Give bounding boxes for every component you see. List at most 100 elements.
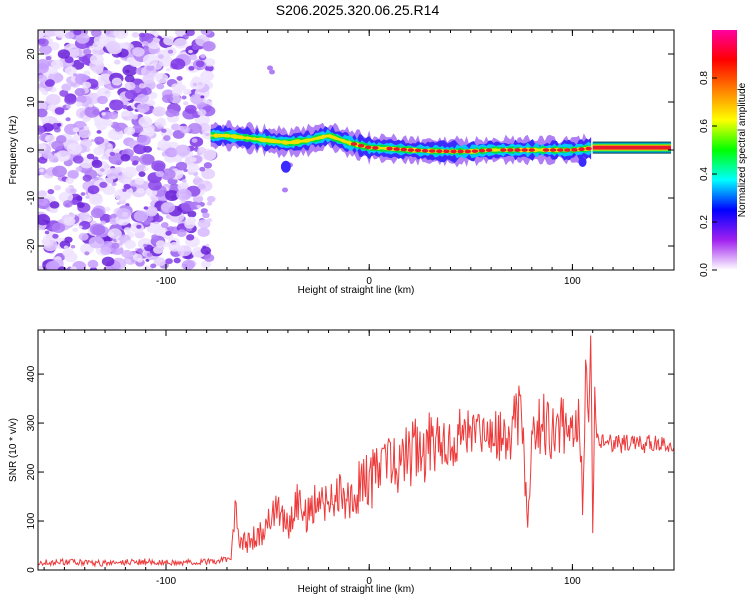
noise-speckle (44, 230, 50, 235)
noise-speckle (38, 143, 47, 152)
noise-speckle (93, 146, 105, 156)
noise-speckle (202, 41, 216, 52)
noise-speckle (63, 245, 69, 250)
noise-speckle (200, 208, 208, 214)
noise-speckle (135, 164, 147, 173)
noise-speckle (164, 147, 178, 158)
noise-speckle (62, 248, 75, 258)
noise-speckle (88, 103, 94, 108)
noise-speckle (114, 59, 121, 65)
noise-speckle (45, 260, 60, 270)
snr-xlabel: Height of straight line (km) (298, 584, 415, 595)
noise-speckle (105, 168, 121, 180)
noise-speckle (197, 219, 210, 229)
spectrogram-ytick-label: 10 (26, 96, 37, 108)
noise-speckle (59, 89, 69, 97)
noise-speckle (91, 159, 103, 169)
noise-speckle (187, 210, 197, 218)
noise-speckle (104, 90, 110, 95)
noise-speckle (79, 211, 90, 220)
noise-speckle (136, 187, 145, 194)
noise-speckle (75, 33, 90, 44)
noise-speckle (43, 30, 55, 38)
noise-speckle (87, 259, 99, 269)
noise-speckle (82, 81, 92, 89)
ridge-core-dot (428, 149, 436, 153)
ridge-core-dot (436, 149, 443, 153)
noise-speckle (139, 153, 155, 166)
noise-speckle (72, 73, 78, 77)
noise-speckle (100, 246, 112, 256)
noise-speckle (197, 109, 207, 117)
page-title: S206.2025.320.06.25.R14 (275, 2, 440, 18)
snr-ytick-label: 200 (26, 463, 37, 480)
noise-speckle (200, 30, 212, 36)
noise-speckle (183, 101, 189, 106)
noise-speckle (38, 265, 44, 270)
noise-speckle (47, 104, 57, 112)
noise-speckle (153, 245, 164, 254)
noise-speckle (124, 258, 132, 264)
noise-speckle (196, 204, 202, 209)
noise-speckle (136, 103, 150, 113)
noise-speckle (57, 49, 71, 59)
noise-speckle (123, 183, 131, 190)
noise-speckle (132, 115, 138, 120)
snr-ticks: -100 0 100 0 100 200 300 400 (26, 330, 675, 587)
noise-speckle (138, 32, 146, 38)
noise-speckle (133, 210, 149, 222)
noise-speckle (38, 38, 49, 47)
noise-speckle (38, 214, 51, 226)
noise-speckle (91, 30, 102, 38)
noise-speckle (42, 239, 51, 246)
noise-speckle (172, 110, 180, 117)
ridge-core-dot (471, 149, 479, 153)
noise-speckle (141, 87, 152, 96)
noise-speckle (123, 227, 132, 233)
ridge-core-dot (357, 143, 365, 148)
noise-speckle (165, 67, 171, 72)
noise-speckle (85, 195, 90, 199)
snr-ytick-label: 100 (26, 512, 37, 529)
colorbar-tick-label: 0.8 (699, 71, 710, 85)
ridge-blob (280, 160, 291, 173)
noise-speckle (150, 263, 157, 269)
ridge-core-dot (521, 148, 528, 152)
noise-speckle (122, 104, 128, 110)
ridge-band (210, 133, 592, 154)
noise-speckle (155, 73, 169, 84)
ridge-core-dot (350, 142, 358, 146)
noise-speckle (88, 194, 103, 206)
colorbar-tick-label: 0.6 (699, 119, 710, 133)
ridge-core-dot (407, 148, 415, 152)
noise-speckle (64, 236, 73, 243)
noise-speckle (52, 233, 59, 239)
noise-speckle (170, 58, 186, 70)
noise-speckle (89, 45, 95, 50)
ridge-core-dot (485, 148, 493, 152)
noise-speckle (78, 232, 89, 241)
noise-speckle (206, 201, 213, 206)
colorbar-tick-label: 0.0 (699, 263, 710, 277)
snr-ytick-label: 300 (26, 414, 37, 431)
ridge-core-dot (528, 148, 535, 152)
noise-speckle (64, 66, 77, 76)
noise-speckle (124, 81, 136, 91)
noise-speckle (65, 177, 74, 184)
noise-speckle (86, 153, 95, 160)
snr-ylabel: SNR (10 * v/v) (8, 418, 19, 482)
noise-speckle (76, 95, 87, 104)
snr-ytick-label: 0 (26, 567, 37, 573)
noise-speckle (146, 64, 155, 71)
noise-speckle (131, 161, 138, 166)
noise-speckle (107, 231, 115, 238)
noise-speckle (190, 93, 204, 105)
snr-series-line (38, 335, 674, 568)
noise-speckle (188, 49, 193, 54)
spectrogram-ylabel: Frequency (Hz) (8, 116, 19, 185)
spectrogram-ytick-label: -10 (26, 190, 37, 205)
noise-speckle (66, 143, 83, 155)
noise-speckle (50, 207, 58, 214)
spectrogram-xtick-label: 0 (366, 276, 372, 287)
noise-speckle (75, 195, 83, 201)
